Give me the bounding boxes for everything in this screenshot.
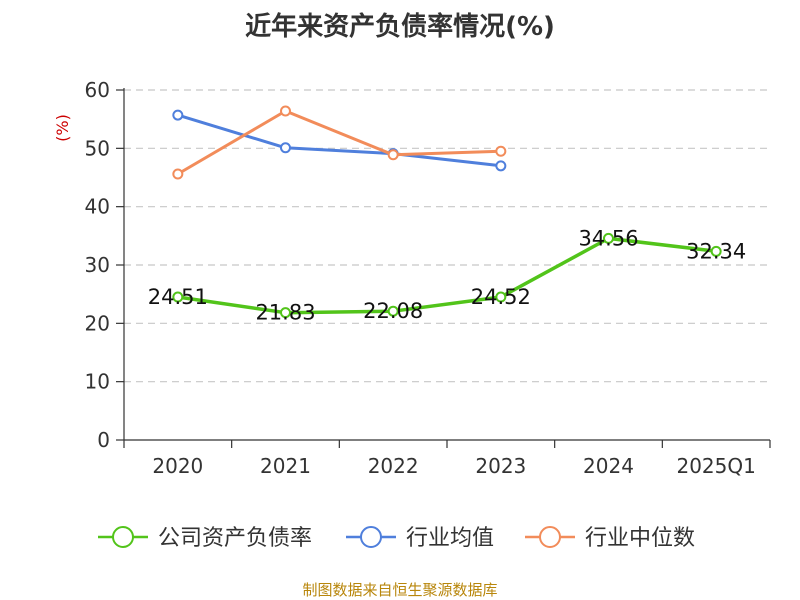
data-point[interactable] bbox=[280, 142, 291, 154]
series-2 bbox=[172, 105, 507, 180]
data-label: 34.56 bbox=[578, 226, 638, 250]
legend-marker bbox=[112, 526, 134, 548]
x-tick-label: 2023 bbox=[475, 454, 526, 478]
data-point[interactable] bbox=[172, 168, 184, 180]
x-tick-label: 2025Q1 bbox=[676, 454, 755, 478]
data-point[interactable] bbox=[387, 149, 399, 161]
data-label: 24.52 bbox=[471, 285, 531, 309]
data-label: 21.83 bbox=[255, 301, 315, 325]
series-line bbox=[177, 109, 501, 176]
data-label: 24.51 bbox=[148, 285, 208, 309]
series-0: 24.51 21.83 22.08 24.52 34.56 32.34 bbox=[148, 226, 746, 324]
legend-item[interactable]: 行业均值 bbox=[346, 526, 494, 551]
series-group: 24.51 21.83 22.08 24.52 34.56 32.34 bbox=[148, 105, 746, 325]
data-point[interactable] bbox=[495, 160, 507, 172]
y-tick-label: 50 bbox=[85, 136, 110, 160]
chart-title: 近年来资产负债率情况(%) bbox=[245, 12, 555, 42]
y-tick-label: 40 bbox=[85, 195, 110, 219]
data-point[interactable] bbox=[495, 291, 507, 303]
series-line bbox=[177, 236, 717, 315]
data-point[interactable] bbox=[603, 232, 614, 244]
legend-label: 行业均值 bbox=[406, 526, 494, 551]
y-tick-label: 60 bbox=[85, 78, 110, 102]
data-point[interactable] bbox=[172, 109, 184, 121]
legend-marker bbox=[539, 526, 561, 548]
data-label: 32.34 bbox=[686, 239, 746, 263]
legend-label: 公司资产负债率 bbox=[158, 526, 312, 551]
x-tick-label: 2021 bbox=[260, 454, 311, 478]
x-tick-label: 2020 bbox=[152, 454, 203, 478]
legend-item[interactable]: 行业中位数 bbox=[525, 526, 695, 551]
data-source-note: 制图数据来自恒生聚源数据库 bbox=[302, 581, 498, 599]
y-tick-label: 30 bbox=[85, 253, 110, 277]
data-point[interactable] bbox=[495, 145, 507, 157]
legend-label: 行业中位数 bbox=[585, 526, 695, 551]
data-point[interactable] bbox=[387, 305, 399, 317]
grid-lines bbox=[124, 89, 770, 383]
series-line bbox=[177, 113, 501, 168]
data-label: 22.08 bbox=[363, 299, 423, 323]
y-tick-labels: 0 10 20 30 40 50 60 bbox=[85, 78, 110, 452]
y-tick-label: 10 bbox=[85, 370, 110, 394]
legend-item[interactable]: 公司资产负债率 bbox=[98, 526, 312, 551]
series-1 bbox=[172, 109, 507, 172]
axes bbox=[116, 88, 771, 448]
data-point[interactable] bbox=[280, 307, 291, 319]
data-point[interactable] bbox=[710, 245, 722, 257]
y-tick-label: 20 bbox=[85, 311, 110, 335]
legend: 公司资产负债率 行业均值 行业中位数 bbox=[98, 526, 695, 551]
x-tick-label: 2022 bbox=[368, 454, 419, 478]
legend-marker bbox=[360, 526, 382, 548]
y-axis-label: (%) bbox=[53, 114, 72, 142]
data-point[interactable] bbox=[280, 105, 291, 117]
y-tick-label: 0 bbox=[97, 428, 110, 452]
x-tick-labels: 2020 2021 2022 2023 2024 2025Q1 bbox=[152, 454, 755, 478]
x-tick-label: 2024 bbox=[583, 454, 634, 478]
data-point[interactable] bbox=[172, 291, 184, 303]
